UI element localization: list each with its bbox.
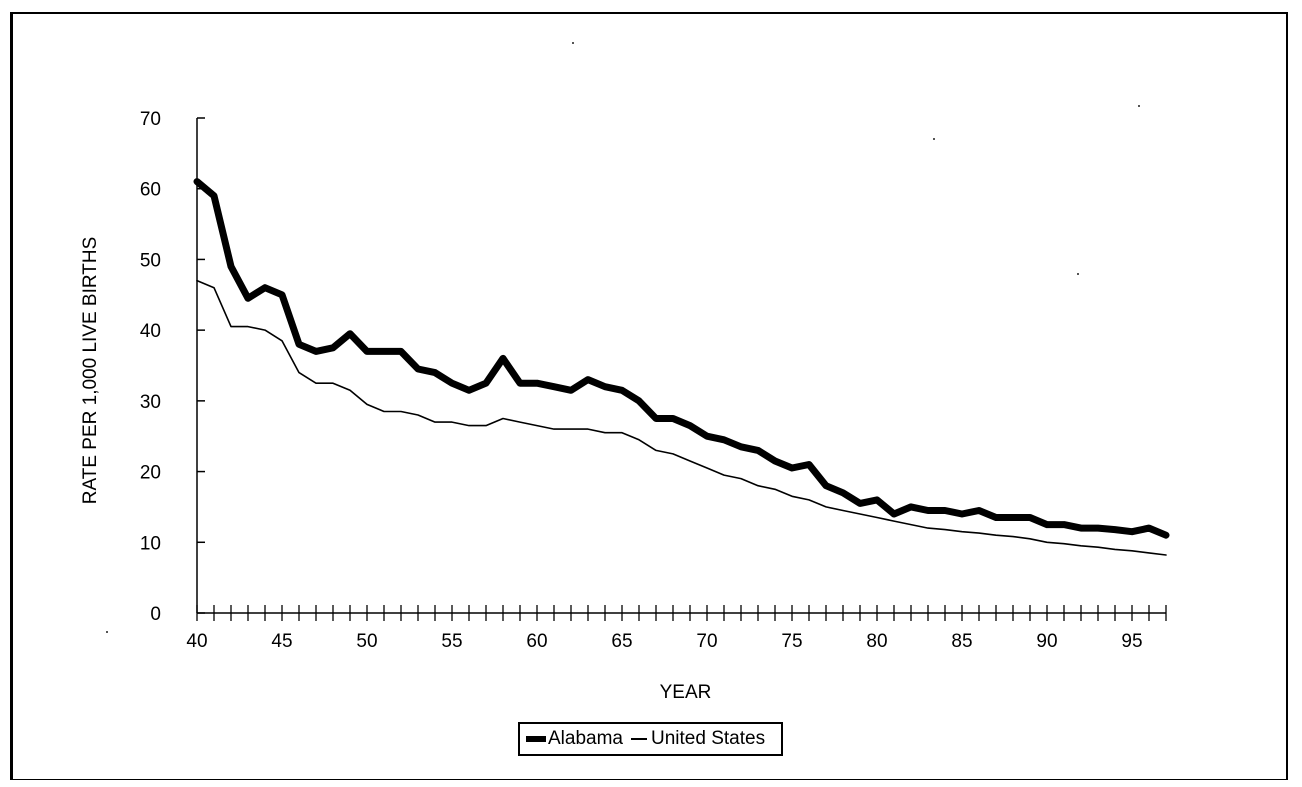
legend-item-alabama: Alabama [526, 728, 623, 750]
legend-swatch-thick [526, 736, 546, 742]
x-tick-label: 90 [1036, 631, 1057, 652]
x-tick-label: 55 [441, 631, 462, 652]
y-tick-label: 50 [140, 250, 161, 271]
scan-speck [106, 631, 108, 633]
axes: 0 10 20 30 40 50 60 70 40 45 50 55 60 65 70 75 80 85 90 95 [140, 109, 1167, 652]
y-tick-label: 20 [140, 463, 161, 484]
x-tick-label: 80 [866, 631, 887, 652]
legend: Alabama United States [518, 722, 784, 756]
legend-item-united-states: United States [631, 728, 765, 750]
x-axis-title: YEAR [660, 682, 712, 703]
x-tick-label: 60 [526, 631, 547, 652]
x-tick-label: 65 [611, 631, 632, 652]
legend-swatch-thin [631, 738, 647, 740]
scan-speck [1077, 273, 1079, 275]
y-tick-label: 30 [140, 392, 161, 413]
series-line-united-states [196, 279, 1167, 556]
y-tick-label: 70 [140, 109, 161, 130]
scan-speck [933, 138, 935, 140]
x-tick-label: 85 [951, 631, 972, 652]
y-axis-title: RATE PER 1,000 LIVE BIRTHS [80, 237, 101, 505]
x-tick-label: 40 [186, 631, 207, 652]
series-lines [193, 178, 1170, 556]
y-tick-label: 0 [150, 604, 161, 625]
legend-label: Alabama [548, 728, 623, 749]
legend-label: United States [651, 728, 766, 749]
x-tick-label: 45 [271, 631, 292, 652]
x-tick-label: 50 [356, 631, 377, 652]
chart-frame [10, 12, 1288, 780]
x-tick-label: 70 [696, 631, 717, 652]
y-tick-label: 10 [140, 533, 161, 554]
x-tick-label: 95 [1121, 631, 1142, 652]
y-tick-label: 40 [140, 321, 161, 342]
y-tick-label: 60 [140, 180, 161, 201]
series-line-alabama [193, 178, 1170, 539]
scan-speck [572, 42, 574, 44]
scan-speck [1138, 105, 1140, 107]
x-tick-label: 75 [781, 631, 802, 652]
